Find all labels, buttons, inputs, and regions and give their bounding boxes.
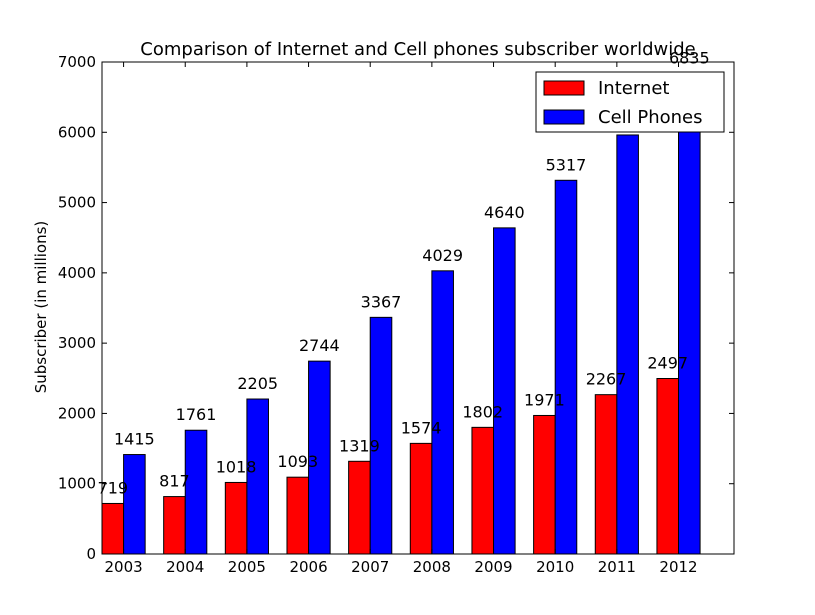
y-tick-label-2000: 2000 [58,404,96,422]
x-tick-label-2008: 2008 [413,558,451,576]
data-label-internet-2007: 1319 [339,436,380,455]
bar-internet-2008 [409,442,433,555]
x-tick-label-2009: 2009 [474,558,512,576]
data-label-internet-2012: 2497 [647,354,688,373]
x-tick-label-2003: 2003 [104,558,142,576]
y-tick-label-3000: 3000 [58,334,96,352]
y-axis-ticks: 0 1000 2000 3000 4000 5000 6000 7000 [58,53,734,563]
legend-label-cell-phones: Cell Phones [598,107,703,128]
legend-label-internet: Internet [598,78,669,99]
data-label-cell-phones-2007: 3367 [361,292,402,311]
y-tick-label-7000: 7000 [58,53,96,71]
bar-internet-2010 [533,414,556,555]
y-tick-label-5000: 5000 [58,194,96,212]
x-tick-label-2004: 2004 [166,558,204,576]
legend-swatch-cell-phones [543,109,585,125]
y-tick-label-1000: 1000 [58,475,96,493]
bar-internet-2004 [163,496,186,555]
data-label-internet-2010: 1971 [524,390,565,409]
bar-cell-phones-2003 [123,454,146,555]
data-label-internet-2008: 1574 [401,418,442,437]
data-label-cell-phones-2005: 2205 [237,374,278,393]
y-tick-label-0: 0 [86,545,96,563]
bar-cell-phones-2008 [431,270,454,555]
bar-internet-2012 [656,378,680,555]
x-tick-label-2011: 2011 [598,558,636,576]
bars-group [101,73,701,555]
x-tick-label-2006: 2006 [289,558,327,576]
data-label-cell-phones-2010: 5317 [546,155,587,174]
data-label-internet-2006: 1093 [277,452,318,471]
data-label-cell-phones-2008: 4029 [422,246,463,265]
data-label-internet-2003: 719 [98,478,129,497]
data-label-internet-2009: 1802 [462,402,503,421]
data-label-internet-2004: 817 [159,472,190,491]
bar-cell-phones-2012 [678,73,701,555]
data-label-cell-phones-2003: 1415 [114,430,155,449]
x-axis-ticks: 2003 2004 2005 2006 2007 2008 2009 2010 2011 2012 [104,62,698,576]
bar-internet-2005 [224,481,248,555]
data-label-cell-phones-2006: 2744 [299,336,340,355]
data-label-cell-phones-2004: 1761 [176,405,217,424]
bar-internet-2011 [594,394,618,555]
bar-cell-phones-2009 [493,227,516,555]
y-tick-label-4000: 4000 [58,264,96,282]
bar-cell-phones-2005 [246,398,269,555]
bar-internet-2006 [286,476,310,555]
x-tick-label-2005: 2005 [228,558,266,576]
x-tick-label-2012: 2012 [659,558,697,576]
chart-title: Comparison of Internet and Cell phones s… [140,39,695,60]
bar-internet-2007 [348,460,371,555]
y-axis-label: Subscriber (in millions) [32,221,50,394]
legend-swatch-internet [543,80,585,96]
x-tick-label-2007: 2007 [351,558,389,576]
y-tick-label-6000: 6000 [58,123,96,141]
bar-cell-phones-2010 [554,179,578,555]
bar-internet-2003 [101,502,125,555]
plot-frame [101,61,735,555]
data-label-internet-2011: 2267 [586,370,627,389]
data-label-cell-phones-2012: 6835 [669,49,710,68]
bar-cell-phones-2011 [616,134,639,555]
legend: Internet Cell Phones [535,71,725,133]
data-label-cell-phones-2009: 4640 [484,203,525,222]
value-labels-group: 719 817 1018 1093 1319 1574 1802 1971 2267 2497 14… [98,49,710,498]
data-label-internet-2005: 1018 [216,457,257,476]
x-tick-label-2010: 2010 [536,558,574,576]
bar-internet-2009 [471,426,495,555]
bar-cell-phones-2004 [184,429,208,555]
